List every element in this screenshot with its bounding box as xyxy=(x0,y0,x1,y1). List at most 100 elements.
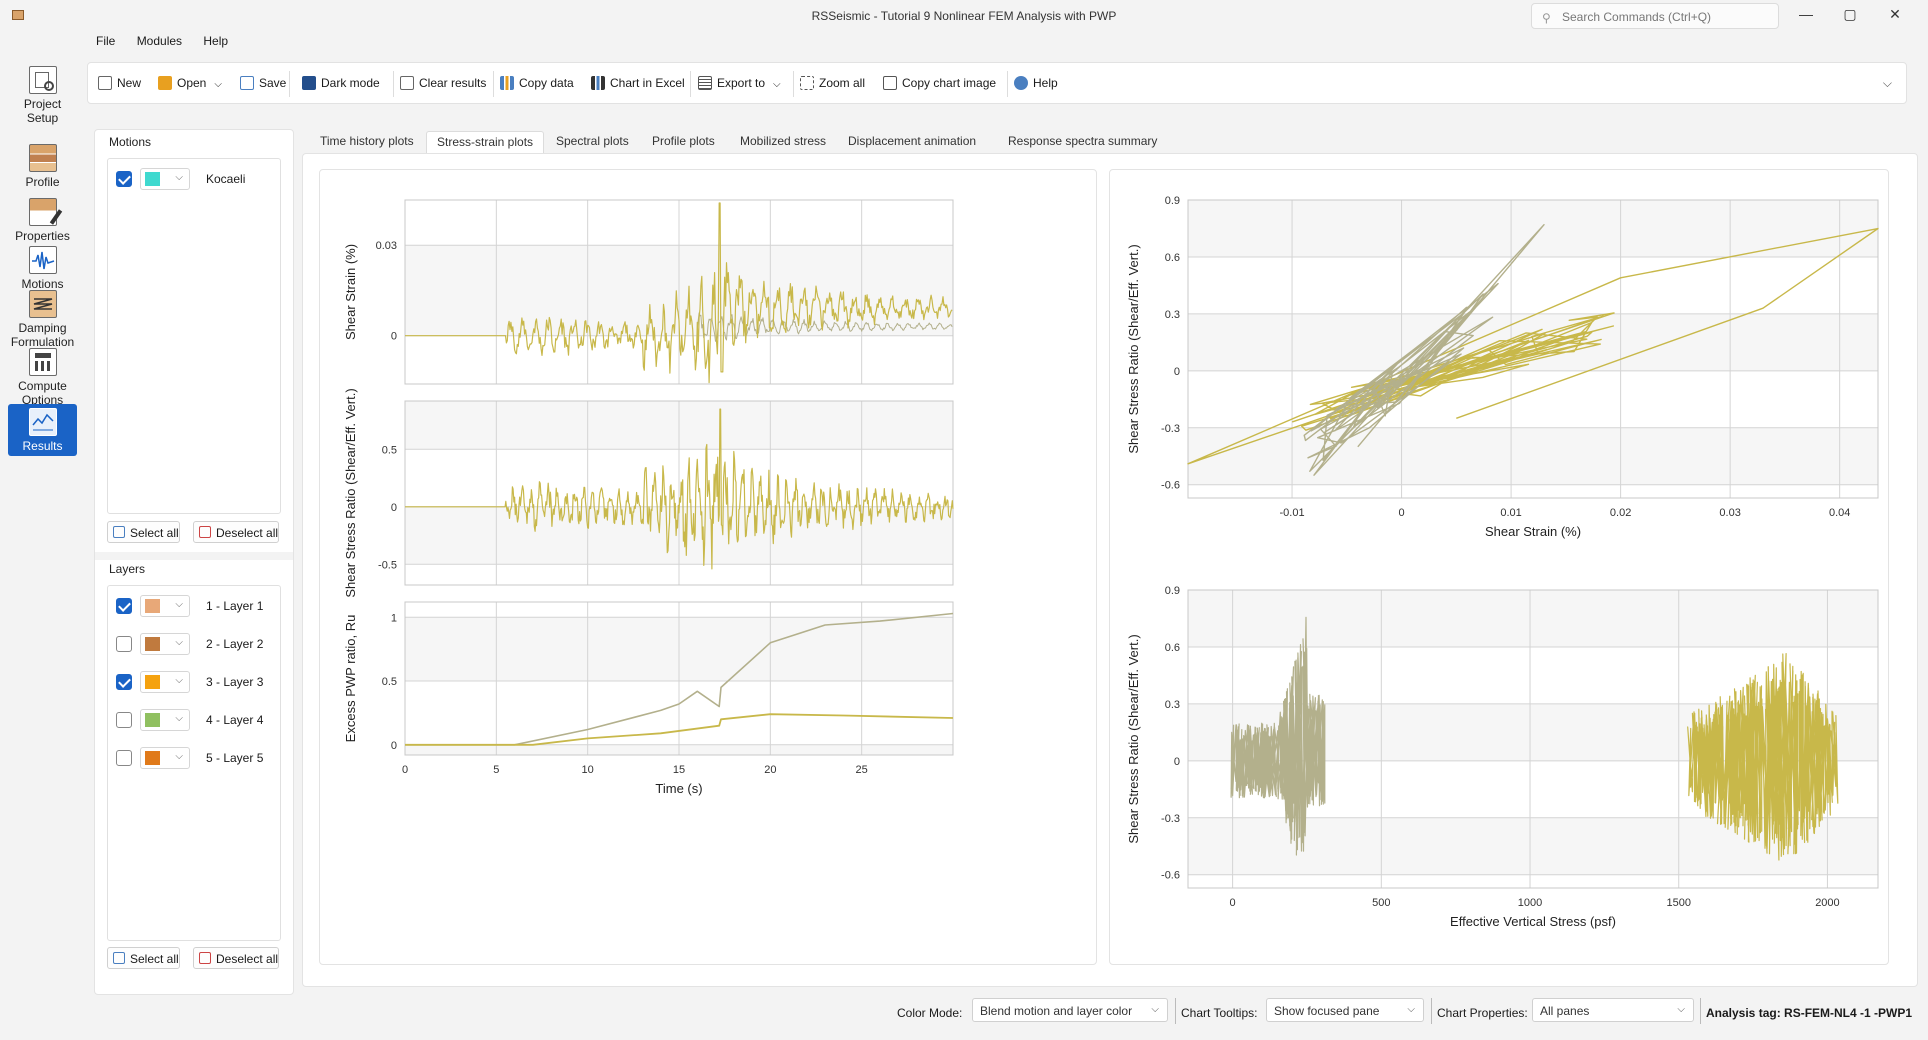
zoom-all-button[interactable]: Zoom all xyxy=(800,76,865,94)
stress-path-chart-y-tick-label: -0.3 xyxy=(1161,813,1180,825)
stress-chart-y-tick-label: 0 xyxy=(391,502,397,514)
strain-chart-y-tick-label: 0 xyxy=(391,331,397,343)
new-button[interactable]: New xyxy=(98,76,141,94)
layer-checkbox[interactable] xyxy=(116,674,132,690)
menu-help[interactable]: Help xyxy=(203,34,229,48)
tab-spectral-plots[interactable]: Spectral plots xyxy=(556,134,629,148)
pwp-chart-y-tick-label: 1 xyxy=(391,612,397,624)
loop-chart-band xyxy=(1188,200,1878,257)
layer-color-picker[interactable]: ⌵ xyxy=(140,671,190,693)
motion-color-picker[interactable]: ⌵ xyxy=(140,168,190,190)
loop-chart-y-tick-label: 0 xyxy=(1174,366,1180,378)
tab-profile-plots[interactable]: Profile plots xyxy=(652,134,715,148)
layer-row-3: ⌵ 3 - Layer 3 xyxy=(108,670,288,694)
minimize-button[interactable]: — xyxy=(1799,6,1813,22)
time-series-charts: 0.03 0 Shear Strain (%) 0.5 0 -0.5 Shear Stres… xyxy=(343,199,954,796)
copy-data-button[interactable]: Copy data xyxy=(500,76,574,94)
layer-checkbox[interactable] xyxy=(116,712,132,728)
pwp-chart-y-axis-label: Excess PWP ratio, Ru xyxy=(343,615,358,743)
nav-properties[interactable]: Properties xyxy=(8,198,77,243)
toolbar: New Open ⌵ Save Dark mode Clear results C… xyxy=(87,62,1907,104)
layer-checkbox[interactable] xyxy=(116,750,132,766)
nav-project-setup[interactable]: Project Setup xyxy=(8,66,77,125)
stress-path-chart-y-axis-label: Shear Stress Ratio (Shear/Eff. Vert.) xyxy=(1126,634,1141,843)
window-title: RSSeismic - Tutorial 9 Nonlinear FEM Ana… xyxy=(811,9,1117,23)
clear-results-icon xyxy=(400,76,414,90)
chart-properties-label: Chart Properties: xyxy=(1437,1006,1528,1020)
open-button[interactable]: Open ⌵ xyxy=(158,76,222,94)
chevron-down-icon: ⌵ xyxy=(214,79,222,90)
stress-path-series-line xyxy=(1687,653,1839,861)
layer-color-picker[interactable]: ⌵ xyxy=(140,633,190,655)
chart-properties-dropdown[interactable]: All panes ⌵ xyxy=(1532,998,1694,1022)
save-button[interactable]: Save xyxy=(240,76,286,94)
stress-series-line xyxy=(405,408,954,570)
loop-chart-y-tick-label: -0.3 xyxy=(1161,423,1180,435)
layer-checkbox[interactable] xyxy=(116,598,132,614)
toolbar-separator xyxy=(493,71,494,97)
motion-checkbox[interactable] xyxy=(116,171,132,187)
nav-profile[interactable]: Profile xyxy=(8,144,77,189)
loop-chart-x-tick-label: 0.02 xyxy=(1610,507,1631,519)
tab-displacement-animation[interactable]: Displacement animation xyxy=(848,134,977,148)
color-mode-dropdown[interactable]: Blend motion and layer color ⌵ xyxy=(972,998,1168,1022)
tab-response-spectra-summary[interactable]: Response spectra summary xyxy=(1008,134,1158,148)
stress-chart-y-tick-label: 0.5 xyxy=(382,444,397,456)
help-button[interactable]: Help xyxy=(1014,76,1058,94)
clear-results-button[interactable]: Clear results xyxy=(400,76,486,94)
export-to-button[interactable]: Export to ⌵ xyxy=(698,76,781,94)
chart-tooltips-dropdown[interactable]: Show focused pane ⌵ xyxy=(1266,998,1424,1022)
pwp-chart-x-tick-label: 10 xyxy=(582,764,594,776)
search-commands-input[interactable]: ⚲ Search Commands (Ctrl+Q) xyxy=(1531,3,1779,29)
nav-motions[interactable]: Motions xyxy=(8,246,77,291)
menu-modules[interactable]: Modules xyxy=(136,34,183,48)
loop-chart-x-tick-label: 0.04 xyxy=(1829,507,1850,519)
copy-data-icon xyxy=(500,76,514,90)
layers-deselect-all-button[interactable]: Deselect all xyxy=(193,947,280,969)
search-icon: ⚲ xyxy=(1542,11,1551,25)
nav-results[interactable]: Results xyxy=(8,404,77,456)
loop-chart-x-tick-label: -0.01 xyxy=(1280,507,1305,519)
chart-tooltips-label: Chart Tooltips: xyxy=(1181,1006,1258,1020)
chevron-down-icon: ⌵ xyxy=(175,713,183,724)
export-icon xyxy=(698,76,712,90)
layer-label: 4 - Layer 4 xyxy=(206,713,264,727)
loop-chart-x-axis-label: Shear Strain (%) xyxy=(1485,524,1581,539)
motion-label: Kocaeli xyxy=(206,172,246,186)
layer-color-swatch xyxy=(145,751,160,765)
strain-series-line xyxy=(696,312,953,342)
layers-select-all-button[interactable]: Select all xyxy=(107,947,180,969)
nav-damping-formulation[interactable]: Damping Formulation xyxy=(8,290,77,349)
nav-compute-options[interactable]: Compute Options xyxy=(8,348,77,407)
left-navigation: Project Setup Profile Properties Motions … xyxy=(0,32,87,1040)
layer-color-picker[interactable]: ⌵ xyxy=(140,709,190,731)
analysis-tag: Analysis tag: RS-FEM-NL4 -1 -PWP1 xyxy=(1706,1006,1913,1020)
tab-mobilized-stress[interactable]: Mobilized stress xyxy=(740,134,827,148)
motions-select-all-button[interactable]: Select all xyxy=(107,521,180,543)
tab-time-history-plots[interactable]: Time history plots xyxy=(320,134,414,148)
dark-mode-button[interactable]: Dark mode xyxy=(302,76,380,94)
motion-row-kocaeli: ⌵ Kocaeli xyxy=(108,167,288,191)
layer-color-swatch xyxy=(145,637,160,651)
chart-excel-icon xyxy=(591,76,605,90)
chevron-down-icon: ⌵ xyxy=(1677,1004,1685,1015)
menu-file[interactable]: File xyxy=(96,34,116,48)
results-icon xyxy=(28,408,57,436)
stress-path-chart-x-tick-label: 0 xyxy=(1230,897,1236,909)
layer-color-picker[interactable]: ⌵ xyxy=(140,747,190,769)
close-button[interactable]: ✕ xyxy=(1889,6,1901,22)
time-series-chart-pane[interactable]: 0.03 0 Shear Strain (%) 0.5 0 -0.5 Shear Stres… xyxy=(319,169,1097,965)
loop-chart-y-tick-label: -0.6 xyxy=(1161,480,1180,492)
motions-deselect-all-button[interactable]: Deselect all xyxy=(193,521,280,543)
layer-color-picker[interactable]: ⌵ xyxy=(140,595,190,617)
tab-stress-strain-plots[interactable]: Stress-strain plots xyxy=(426,131,545,153)
copy-chart-image-button[interactable]: Copy chart image xyxy=(883,76,996,94)
layer-checkbox[interactable] xyxy=(116,636,132,652)
toolbar-expand-chevron-icon[interactable]: ⌵ xyxy=(1882,76,1892,90)
loop-chart-band xyxy=(1188,427,1878,485)
chart-in-excel-button[interactable]: Chart in Excel xyxy=(591,76,685,94)
maximize-button[interactable]: ▢ xyxy=(1843,6,1857,22)
stress-path-chart-pane[interactable]: 0.9 0.6 0.3 0 -0.3 -0.6 -0.01 0 0.01 0.02 0.03 0.04… xyxy=(1109,169,1889,965)
stress-path-chart-y-tick-label: 0.3 xyxy=(1165,699,1180,711)
pwp-chart-plot-border xyxy=(404,601,954,756)
